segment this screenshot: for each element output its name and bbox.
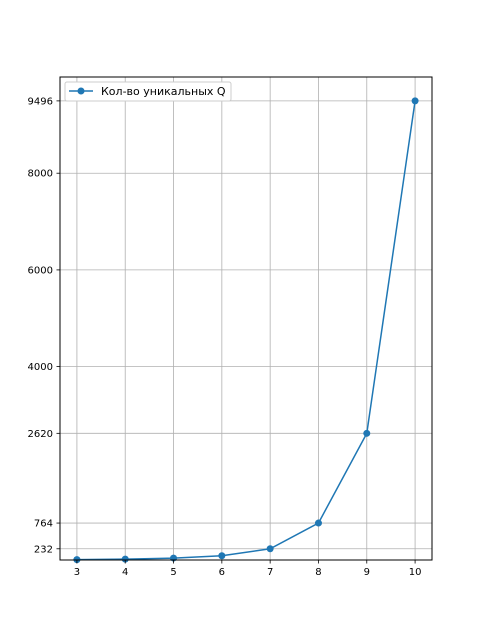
x-tick-label: 3 [74, 567, 80, 578]
y-tick-label: 764 [34, 519, 53, 530]
series-line [76, 100, 416, 561]
plot-background [60, 77, 432, 560]
x-tick-label: 9 [364, 567, 370, 578]
x-tick-label: 5 [170, 567, 176, 578]
x-tick-label: 10 [409, 567, 422, 578]
data-point [411, 97, 419, 105]
y-tick-label: 9496 [28, 96, 53, 107]
legend-box [64, 81, 232, 102]
y-tick-label: 4000 [28, 362, 53, 373]
grid [60, 77, 432, 560]
y-tick-label: 232 [34, 544, 53, 555]
legend: Кол-во уникальных Q [64, 81, 232, 102]
legend-label: Кол-во уникальных Q [101, 85, 226, 98]
data-point [314, 519, 322, 527]
y-axis: 232 764 2620 4000 6000 8000 9496 [28, 96, 60, 555]
x-tick-label: 7 [267, 567, 273, 578]
data-point [363, 429, 371, 437]
y-tick-label: 2620 [28, 429, 53, 440]
x-axis: 3 4 5 6 7 8 9 10 [74, 560, 422, 578]
data-point [266, 545, 274, 553]
x-tick-label: 4 [122, 567, 128, 578]
plot-frame [59, 76, 433, 561]
x-tick-label: 6 [219, 567, 225, 578]
data-point [218, 552, 226, 560]
series-layer [73, 97, 419, 564]
data-point [121, 555, 129, 563]
y-tick-label: 8000 [28, 169, 53, 180]
legend-marker-swatch [77, 87, 85, 95]
y-tick-label: 6000 [28, 265, 53, 276]
x-tick-label: 8 [315, 567, 321, 578]
